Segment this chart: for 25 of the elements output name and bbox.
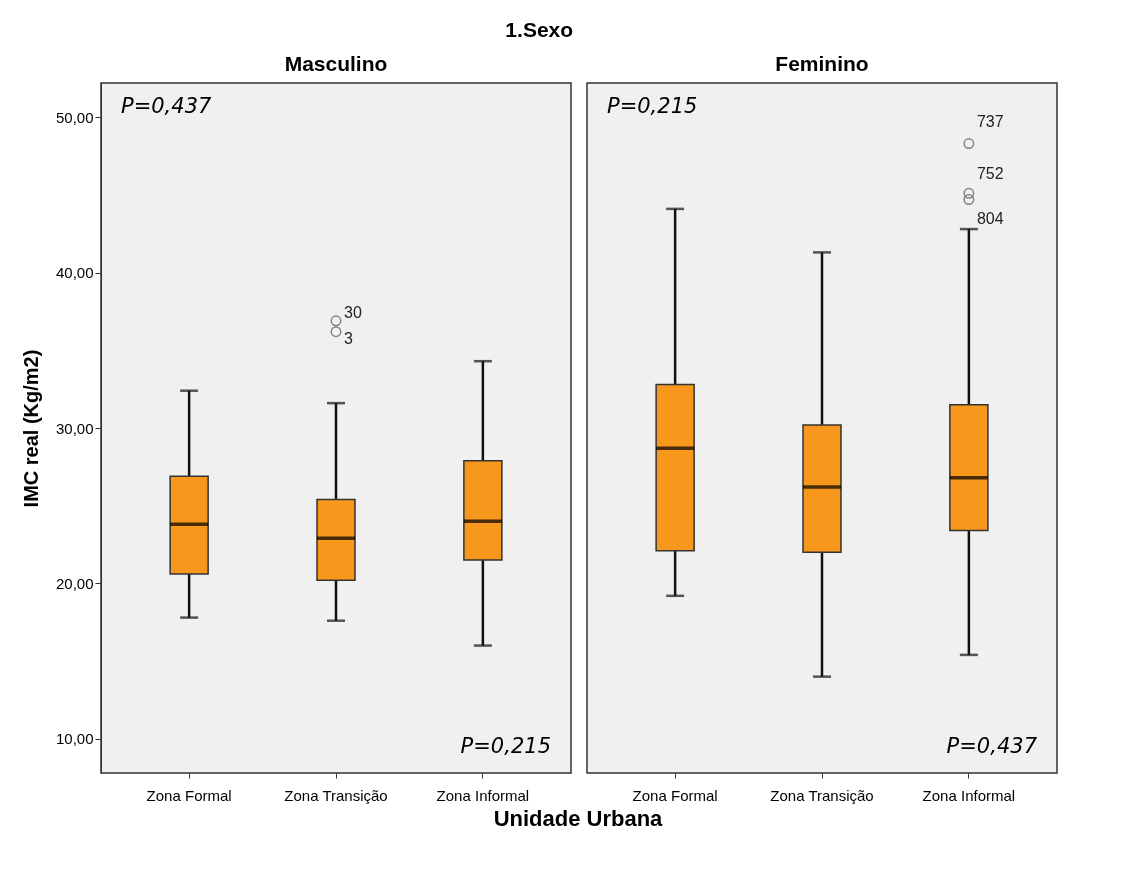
y-tick-label: 10,00 (55, 730, 94, 748)
y-tick-label: 50,00 (55, 108, 94, 126)
x-tick-label: Zona Formal (632, 786, 718, 804)
annotation: 3 (344, 329, 353, 347)
chart-subtitle: Masculino (284, 52, 388, 75)
y-tick-label: 40,00 (55, 264, 94, 282)
y-axis-title: IMC real (Kg/m2) (19, 349, 42, 508)
chart-title: 1.Sexo (505, 18, 574, 42)
annotation: 752 (976, 165, 1004, 183)
y-tick-label: 20,00 (55, 574, 94, 592)
x-tick-label: Zona Informal (922, 786, 1016, 804)
annotation: P=0,437 (121, 94, 213, 118)
x-tick-label: Zona Formal (146, 786, 232, 804)
x-tick-label: Zona Transição (770, 786, 874, 804)
annotation: P=0,215 (460, 734, 551, 758)
annotation: P=0,437 (946, 734, 1038, 758)
annotation: 737 (976, 112, 1004, 130)
x-axis-title: Unidade Urbana (493, 806, 664, 831)
annotation: 30 (344, 303, 362, 321)
x-tick-label: Zona Informal (436, 786, 530, 804)
annotation: P=0,215 (607, 94, 698, 118)
x-tick-label: Zona Transição (284, 786, 388, 804)
chart-subtitle: Feminino (775, 52, 869, 75)
annotation: 804 (976, 209, 1004, 227)
y-tick-label: 30,00 (55, 419, 94, 437)
